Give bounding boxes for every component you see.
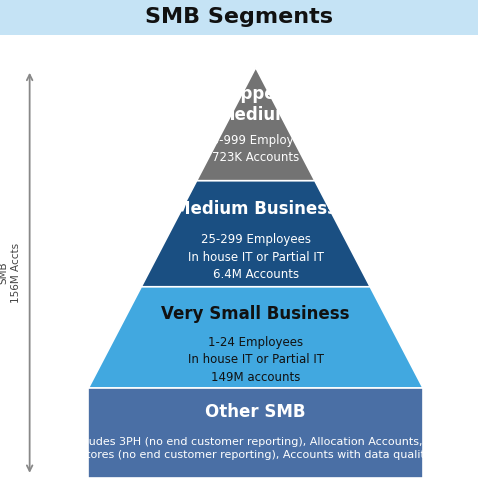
Text: 300-999 Employees
723K Accounts: 300-999 Employees 723K Accounts xyxy=(197,134,315,164)
Text: Other SMB: Other SMB xyxy=(206,403,306,421)
Text: Medium Business: Medium Business xyxy=(174,201,337,218)
FancyBboxPatch shape xyxy=(0,0,478,35)
Text: Upper
Medium: Upper Medium xyxy=(218,85,293,124)
Text: Includes 3PH (no end customer reporting), Allocation Accounts, MS
Stores (no end: Includes 3PH (no end customer reporting)… xyxy=(69,437,443,460)
Text: 25-299 Employees
In house IT or Partial IT
6.4M Accounts: 25-299 Employees In house IT or Partial … xyxy=(188,233,324,281)
Polygon shape xyxy=(196,67,315,181)
Text: 1-24 Employees
In house IT or Partial IT
149M accounts: 1-24 Employees In house IT or Partial IT… xyxy=(188,335,324,384)
Text: SMB Segments: SMB Segments xyxy=(145,7,333,27)
Polygon shape xyxy=(141,181,370,287)
Polygon shape xyxy=(88,388,423,478)
Text: SMB
156M Accts: SMB 156M Accts xyxy=(0,243,21,303)
Polygon shape xyxy=(88,287,423,388)
Text: Very Small Business: Very Small Business xyxy=(162,305,350,323)
